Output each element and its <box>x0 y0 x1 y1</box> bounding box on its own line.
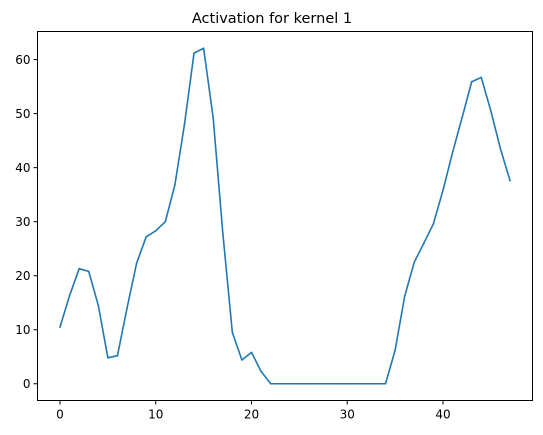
data-point <box>202 47 205 50</box>
data-point <box>490 110 492 112</box>
x-tick-label: 30 <box>340 408 355 422</box>
data-point <box>317 382 320 385</box>
data-point <box>145 236 147 238</box>
data-point <box>461 116 463 119</box>
data-point <box>174 184 176 186</box>
data-point <box>193 52 195 54</box>
data-point <box>499 147 502 150</box>
chart-title: Activation for kernel 1 <box>192 11 352 27</box>
data-point <box>279 382 282 385</box>
data-point <box>470 80 473 83</box>
y-tick-label: 20 <box>15 269 30 283</box>
y-tick-label: 10 <box>15 323 30 337</box>
data-point <box>451 151 454 154</box>
data-point <box>480 76 483 79</box>
x-tick-label: 20 <box>244 408 259 422</box>
data-point <box>403 295 406 298</box>
data-point <box>154 230 157 232</box>
data-point <box>87 270 90 273</box>
series-line-0 <box>59 47 511 385</box>
data-point <box>413 261 416 263</box>
data-point <box>442 189 444 192</box>
data-point <box>126 307 128 309</box>
y-tick-label: 60 <box>15 53 30 67</box>
x-tick-label: 10 <box>148 408 163 422</box>
data-point <box>231 331 234 334</box>
data-point <box>509 179 511 182</box>
y-tick-label: 30 <box>15 215 30 229</box>
x-axis: 0 10 20 30 40 <box>56 400 451 422</box>
data-point <box>116 354 119 357</box>
y-tick-label: 40 <box>15 161 30 175</box>
data-point <box>183 123 186 126</box>
data-point <box>97 304 100 307</box>
series-layer <box>59 47 511 385</box>
x-tick-label: 40 <box>435 408 450 422</box>
data-point <box>107 357 109 359</box>
data-point <box>365 382 368 385</box>
data-point <box>221 231 224 234</box>
data-point <box>346 382 349 385</box>
data-point <box>212 117 214 119</box>
x-tick-label: 0 <box>56 408 64 422</box>
data-point <box>298 382 301 385</box>
data-point <box>164 220 167 223</box>
data-point <box>241 359 243 361</box>
data-point <box>269 382 272 385</box>
plot-frame <box>37 31 533 401</box>
data-point <box>327 382 329 385</box>
data-point <box>308 382 310 385</box>
data-point <box>384 382 387 385</box>
data-point <box>68 294 71 297</box>
data-point <box>78 267 80 270</box>
y-tick-label: 0 <box>23 377 31 391</box>
data-point <box>356 382 358 385</box>
data-point <box>250 351 253 354</box>
data-point <box>135 262 138 265</box>
data-point <box>432 223 435 225</box>
data-point <box>59 326 61 328</box>
data-point <box>423 242 425 245</box>
y-axis: 0 10 20 30 40 50 60 <box>15 53 38 391</box>
data-point <box>336 382 339 385</box>
y-tick-label: 50 <box>15 107 30 121</box>
data-point <box>260 370 262 373</box>
data-point <box>288 382 291 385</box>
data-point <box>375 382 377 385</box>
data-point <box>394 349 396 352</box>
